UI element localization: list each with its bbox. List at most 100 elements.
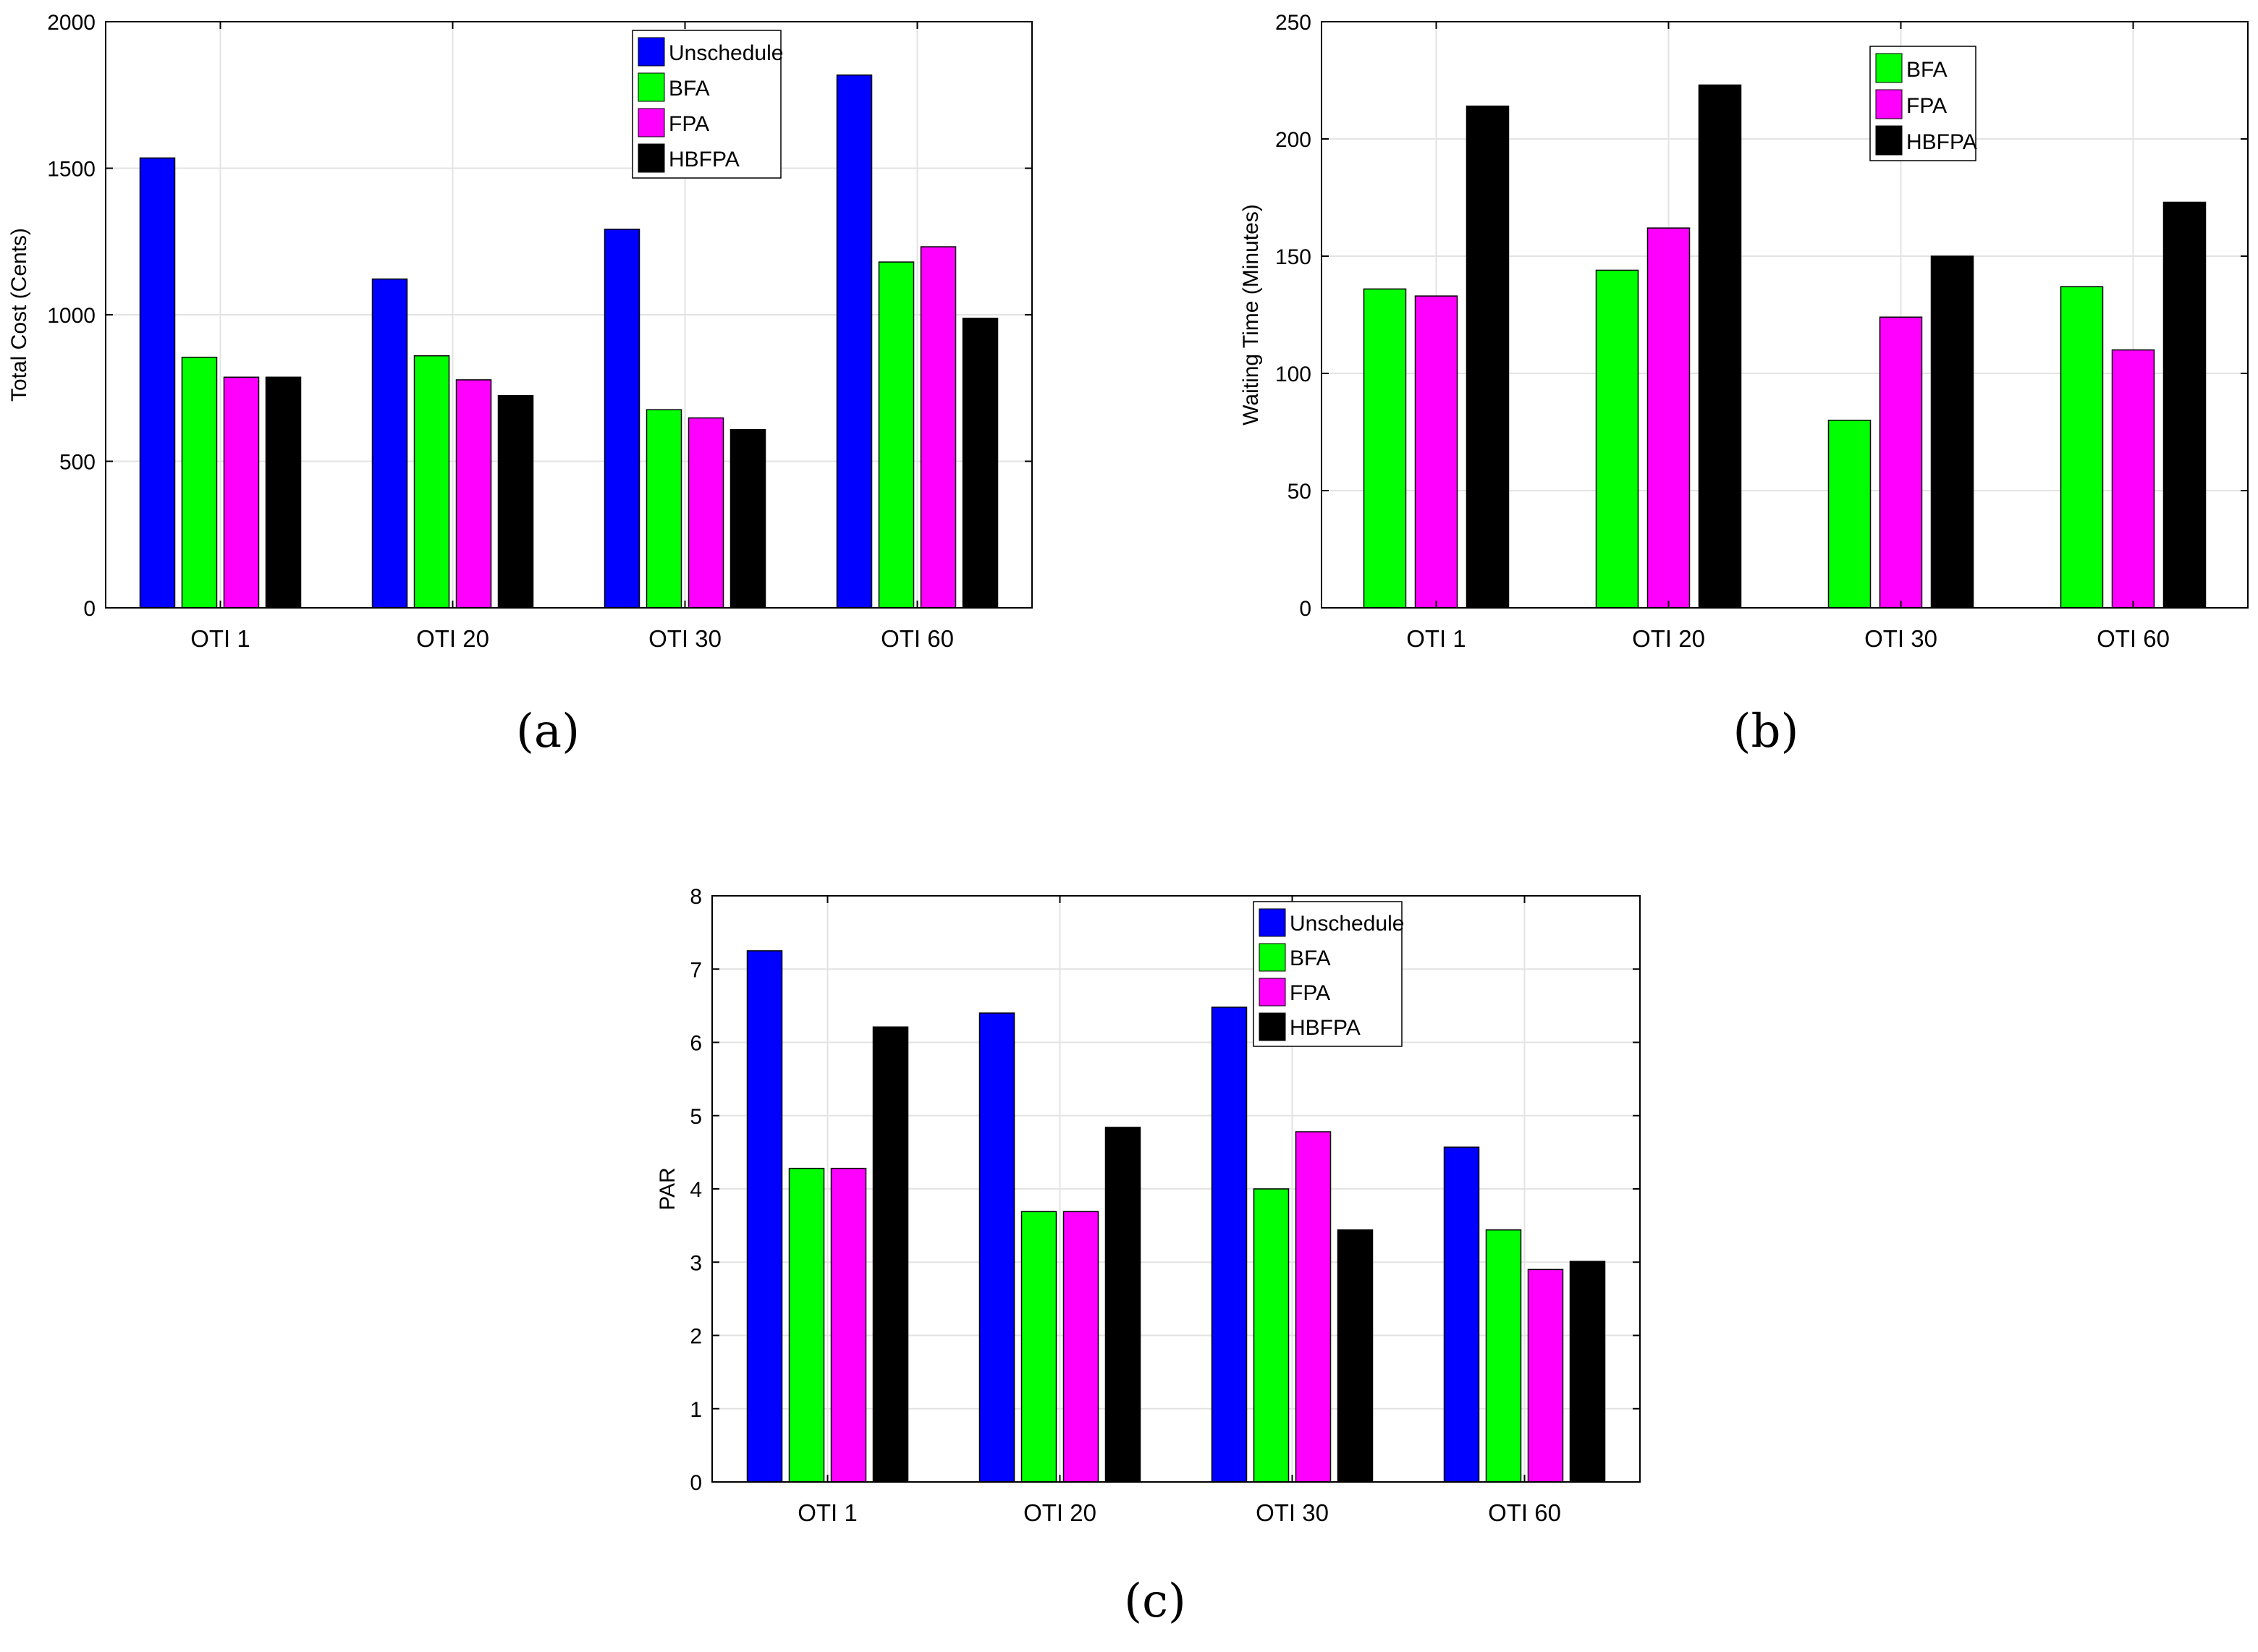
bar-unschedule-oti-1 xyxy=(139,157,176,609)
bar-fpa-oti-20 xyxy=(455,379,492,609)
axes-box xyxy=(1321,21,2249,609)
bar-unschedule-oti-30 xyxy=(604,228,640,609)
panel-label-a: (a) xyxy=(516,705,580,758)
y-tick-label: 500 xyxy=(59,451,96,475)
bar-bfa-oti-30 xyxy=(1253,1188,1290,1483)
legend: Unschedule BFA FPA HBFPA xyxy=(632,30,783,179)
bar-hbfpa-oti-30 xyxy=(1930,255,1974,609)
bar-fpa-oti-60 xyxy=(1527,1268,1564,1483)
legend-swatch-fpa xyxy=(1259,978,1286,1007)
legend-swatch-bfa xyxy=(638,72,665,102)
y-tick-label: 2000 xyxy=(47,11,96,35)
bar-bfa-oti-20 xyxy=(413,355,450,609)
bar-fpa-oti-20 xyxy=(1646,227,1691,609)
legend-label-hbfpa: HBFPA xyxy=(1290,1016,1361,1040)
bar-bfa-oti-1 xyxy=(788,1167,825,1483)
legend-swatch-fpa xyxy=(1875,89,1903,119)
bar-bfa-oti-60 xyxy=(2060,286,2104,609)
panel-label-b: (b) xyxy=(1733,705,1799,758)
y-tick-label: 100 xyxy=(1275,363,1311,386)
y-tick-label: 3 xyxy=(690,1251,702,1275)
bar-hbfpa-oti-60 xyxy=(2162,201,2207,609)
chart-c: 0 1 2 3 4 5 6 7 8 OTI 1 OTI 20 OTI 30 OTI 60 PAR Unsch… xyxy=(656,885,1641,1628)
bar-fpa-oti-1 xyxy=(223,376,260,609)
legend-swatch-hbfpa xyxy=(1259,1012,1286,1041)
x-tick-label: OTI 1 xyxy=(798,1499,858,1526)
bar-bfa-oti-1 xyxy=(181,356,218,609)
y-tick-label: 1000 xyxy=(47,304,96,328)
bar-bfa-oti-30 xyxy=(646,409,682,609)
y-tick-label: 150 xyxy=(1275,245,1311,269)
legend-label-bfa: BFA xyxy=(669,77,710,101)
axes-box xyxy=(105,21,1033,609)
legend: Unschedule BFA FPA HBFPA xyxy=(1253,901,1404,1047)
y-axis-label: Waiting Time (Minutes) xyxy=(1239,204,1263,425)
x-tick-label: OTI 30 xyxy=(648,625,722,652)
legend-label-fpa: FPA xyxy=(1290,981,1330,1005)
y-tick-label: 7 xyxy=(690,958,702,982)
y-tick-label: 8 xyxy=(690,885,702,909)
panel-label-c: (c) xyxy=(1124,1575,1186,1628)
legend-label-unschedule: Unschedule xyxy=(669,41,783,65)
y-axis-label: Total Cost (Cents) xyxy=(7,228,31,402)
legend-label-hbfpa: HBFPA xyxy=(1906,130,1977,154)
legend-label-fpa: FPA xyxy=(1906,94,1947,118)
y-tick-label: 2 xyxy=(690,1325,702,1349)
axes-box xyxy=(711,895,1641,1483)
bar-unschedule-oti-30 xyxy=(1211,1007,1248,1483)
bar-fpa-oti-30 xyxy=(1879,316,1923,609)
x-tick-label: OTI 30 xyxy=(1256,1499,1329,1526)
x-tick-label: OTI 20 xyxy=(1632,625,1705,652)
legend-label-hbfpa: HBFPA xyxy=(669,148,740,171)
legend-label-bfa: BFA xyxy=(1290,946,1331,970)
y-tick-label: 6 xyxy=(690,1032,702,1056)
y-tick-label: 250 xyxy=(1275,11,1311,35)
legend-swatch-hbfpa xyxy=(638,143,665,173)
bar-fpa-oti-30 xyxy=(1295,1131,1332,1483)
bar-hbfpa-oti-20 xyxy=(497,395,534,609)
y-tick-label: 4 xyxy=(690,1178,702,1202)
bar-bfa-oti-60 xyxy=(1485,1229,1522,1483)
bar-fpa-oti-1 xyxy=(830,1167,867,1483)
bar-hbfpa-oti-20 xyxy=(1698,84,1742,609)
legend-swatch-bfa xyxy=(1875,53,1903,83)
bar-hbfpa-oti-1 xyxy=(872,1026,909,1483)
y-tick-label: 200 xyxy=(1275,128,1311,152)
y-tick-label: 1 xyxy=(690,1398,702,1422)
bar-unschedule-oti-60 xyxy=(1443,1146,1480,1483)
legend-label-fpa: FPA xyxy=(669,112,709,136)
bar-bfa-oti-60 xyxy=(878,261,915,609)
y-tick-label: 0 xyxy=(83,597,96,621)
bar-fpa-oti-60 xyxy=(920,246,957,609)
legend-swatch-unschedule xyxy=(1259,908,1286,937)
bar-unschedule-oti-1 xyxy=(746,950,783,1483)
bar-bfa-oti-30 xyxy=(1827,420,1872,609)
x-tick-label: OTI 20 xyxy=(1023,1499,1096,1526)
bar-unschedule-oti-60 xyxy=(836,74,873,609)
plot-area xyxy=(1322,22,2248,608)
bar-fpa-oti-30 xyxy=(688,417,724,609)
x-tick-label: OTI 30 xyxy=(1864,625,1937,652)
bar-bfa-oti-20 xyxy=(1020,1211,1057,1483)
bar-fpa-oti-60 xyxy=(2111,349,2155,609)
bar-hbfpa-oti-30 xyxy=(730,429,766,609)
bar-hbfpa-oti-20 xyxy=(1104,1127,1141,1483)
y-tick-label: 50 xyxy=(1287,480,1311,504)
bar-bfa-oti-20 xyxy=(1595,269,1639,609)
bar-unschedule-oti-20 xyxy=(978,1012,1015,1483)
y-tick-label: 1500 xyxy=(47,158,96,182)
bar-hbfpa-oti-1 xyxy=(265,376,302,609)
bar-unschedule-oti-20 xyxy=(371,278,408,609)
chart-b: 0 50 100 150 200 250 OTI 1 OTI 20 OTI 30 OTI 60 Wa… xyxy=(1239,11,2249,758)
bar-bfa-oti-1 xyxy=(1363,288,1407,609)
legend-swatch-unschedule xyxy=(638,37,665,67)
bar-fpa-oti-20 xyxy=(1062,1211,1099,1483)
x-tick-label: OTI 60 xyxy=(881,625,954,652)
x-tick-label: OTI 60 xyxy=(2097,625,2170,652)
bar-hbfpa-oti-60 xyxy=(962,318,999,609)
bar-fpa-oti-1 xyxy=(1414,295,1458,609)
legend-label-unschedule: Unschedule xyxy=(1290,912,1404,936)
bar-hbfpa-oti-60 xyxy=(1569,1261,1606,1483)
chart-a: 0 500 1000 1500 2000 OTI 1 OTI 20 OTI 30 OTI 60 T… xyxy=(7,11,1033,758)
